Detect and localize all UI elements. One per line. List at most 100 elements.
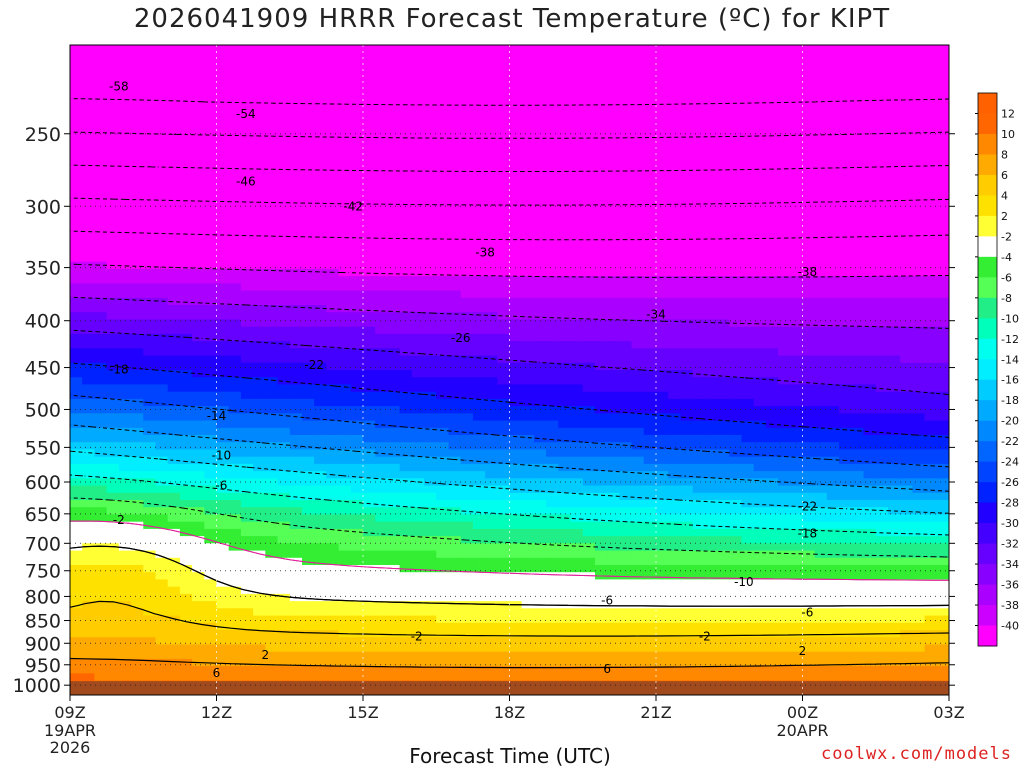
temperature-cell <box>216 182 230 190</box>
temperature-cell <box>228 485 242 494</box>
temperature-cell <box>436 117 450 125</box>
temperature-cell <box>582 225 596 234</box>
temperature-cell <box>118 232 132 241</box>
temperature-cell <box>741 268 755 277</box>
temperature-cell <box>521 312 535 320</box>
temperature-cell <box>167 435 181 443</box>
temperature-cell <box>350 463 364 472</box>
temperature-cell <box>509 384 523 393</box>
temperature-cell <box>399 319 413 328</box>
temperature-cell <box>692 102 706 111</box>
temperature-cell <box>729 442 743 450</box>
temperature-cell <box>399 377 413 385</box>
temperature-cell <box>387 442 401 450</box>
temperature-cell <box>509 370 523 378</box>
temperature-cell <box>204 52 218 60</box>
temperature-cell <box>680 196 694 205</box>
temperature-cell <box>314 102 327 111</box>
temperature-cell <box>619 398 633 407</box>
temperature-cell <box>680 102 694 111</box>
temperature-cell <box>131 471 144 479</box>
temperature-cell <box>70 370 83 378</box>
temperature-cell <box>179 138 193 147</box>
temperature-cell <box>717 146 730 154</box>
temperature-cell <box>106 471 120 479</box>
temperature-cell <box>448 146 462 154</box>
temperature-cell <box>228 586 242 595</box>
temperature-cell <box>399 276 413 284</box>
temperature-cell <box>326 66 340 75</box>
temperature-cell <box>106 622 120 631</box>
temperature-cell <box>302 312 315 320</box>
temperature-cell <box>607 102 620 111</box>
temperature-cell <box>533 305 547 313</box>
temperature-cell <box>704 449 718 458</box>
temperature-cell <box>741 218 755 227</box>
temperature-cell <box>668 463 681 472</box>
temperature-cell <box>338 601 352 609</box>
temperature-cell <box>143 377 157 385</box>
temperature-cell <box>704 420 718 429</box>
temperature-cell <box>680 124 694 133</box>
temperature-cell <box>668 232 681 241</box>
temperature-cell <box>607 521 620 530</box>
temperature-cell <box>631 182 645 190</box>
temperature-cell <box>472 651 486 660</box>
temperature-cell <box>436 326 450 335</box>
temperature-cell <box>289 52 303 60</box>
temperature-cell <box>240 182 254 190</box>
temperature-cell <box>350 232 364 241</box>
temperature-cell <box>656 261 669 270</box>
temperature-cell <box>70 528 83 537</box>
temperature-cell <box>131 622 144 631</box>
temperature-cell <box>131 95 144 104</box>
temperature-cell <box>94 146 108 154</box>
temperature-cell <box>302 593 315 602</box>
temperature-cell <box>363 463 376 472</box>
temperature-cell <box>82 283 95 292</box>
temperature-cell <box>216 138 230 147</box>
temperature-cell <box>70 398 83 407</box>
temperature-cell <box>704 160 718 169</box>
temperature-cell <box>472 637 486 645</box>
temperature-cell <box>204 514 218 523</box>
temperature-cell <box>729 52 743 60</box>
temperature-cell <box>399 398 413 407</box>
temperature-cell <box>656 73 669 82</box>
temperature-cell <box>460 52 474 60</box>
temperature-cell <box>729 218 743 227</box>
temperature-cell <box>399 579 413 588</box>
temperature-cell <box>448 341 462 349</box>
temperature-cell <box>741 225 755 234</box>
temperature-cell <box>387 608 401 617</box>
temperature-cell <box>155 557 169 566</box>
temperature-cell <box>656 579 669 588</box>
temperature-cell <box>375 261 388 270</box>
temperature-cell <box>82 124 95 133</box>
temperature-cell <box>668 427 681 436</box>
temperature-cell <box>729 507 743 515</box>
temperature-cell <box>631 521 645 530</box>
temperature-cell <box>692 384 706 393</box>
temperature-cell <box>387 232 401 241</box>
temperature-cell <box>350 167 364 176</box>
temperature-cell <box>595 160 608 169</box>
temperature-cell <box>204 153 218 162</box>
temperature-cell <box>363 492 376 501</box>
temperature-cell <box>240 131 254 140</box>
temperature-cell <box>326 565 340 573</box>
temperature-cell <box>314 507 327 515</box>
temperature-cell <box>692 463 706 472</box>
temperature-cell <box>448 463 462 472</box>
temperature-cell <box>143 463 157 472</box>
temperature-cell <box>460 73 474 82</box>
temperature-cell <box>289 543 303 552</box>
temperature-cell <box>680 240 694 248</box>
temperature-cell <box>729 579 743 588</box>
temperature-cell <box>546 593 559 602</box>
temperature-cell <box>216 471 230 479</box>
temperature-cell <box>216 254 230 263</box>
temperature-cell <box>253 102 266 111</box>
temperature-cell <box>216 146 230 154</box>
temperature-cell <box>643 384 657 393</box>
